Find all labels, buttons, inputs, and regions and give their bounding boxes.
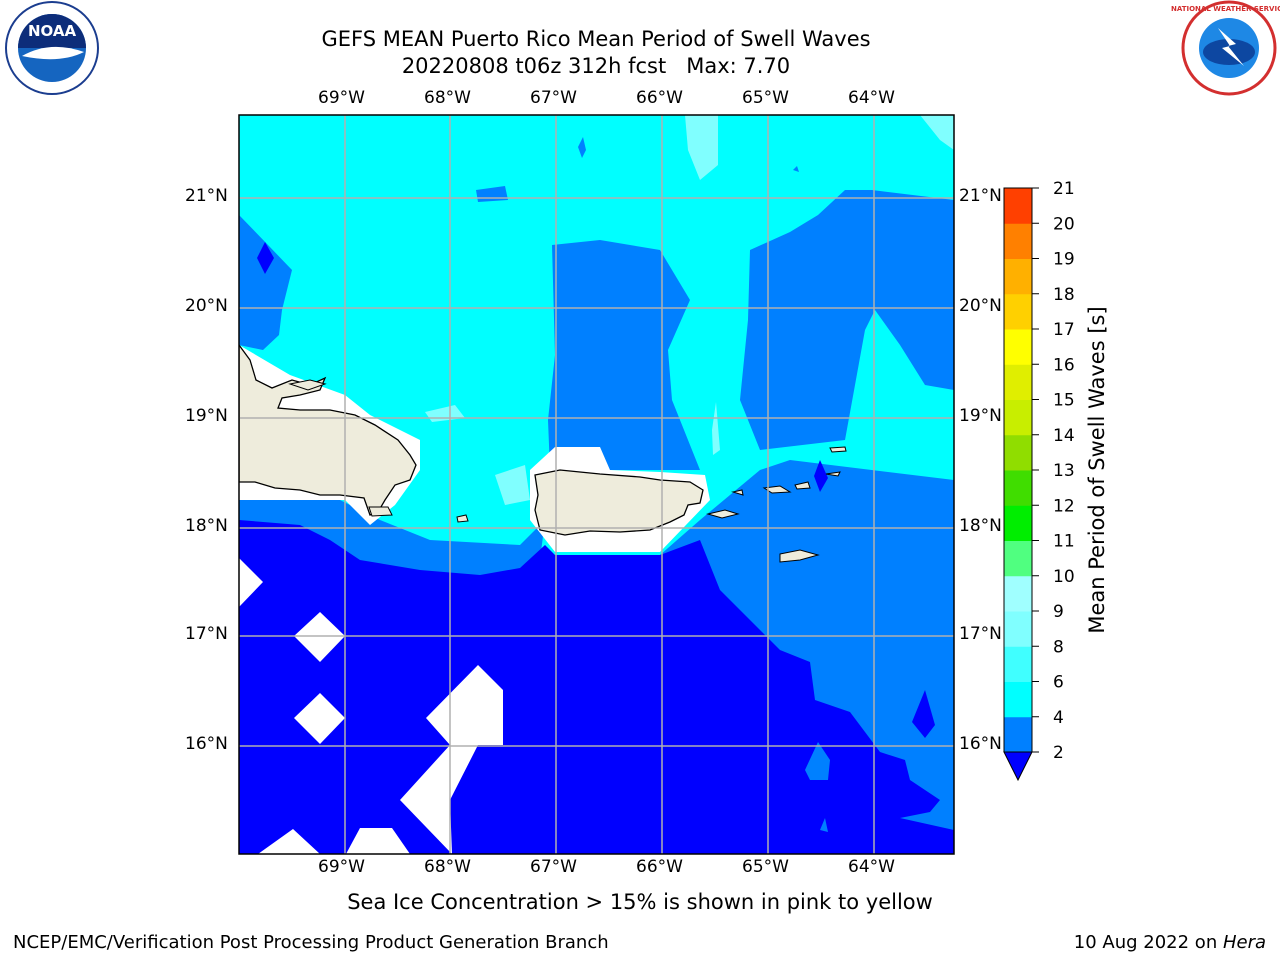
vieques-island bbox=[706, 509, 740, 519]
colorbar-segment bbox=[1004, 681, 1032, 718]
lat-label-right: 16°N bbox=[959, 734, 1002, 754]
colorbar-segment bbox=[1004, 575, 1032, 612]
swell-field-deep-east bbox=[912, 690, 935, 738]
lon-label-bottom: 68°W bbox=[424, 857, 471, 877]
colorbar-segment bbox=[1004, 293, 1032, 330]
colorbar-label: Mean Period of Swell Waves [s] bbox=[1085, 306, 1109, 634]
colorbar-segment bbox=[1004, 364, 1032, 400]
lon-label-top: 69°W bbox=[318, 88, 365, 108]
graticule bbox=[239, 115, 954, 854]
mona-island bbox=[456, 514, 469, 523]
colorbar-segment bbox=[1004, 540, 1032, 577]
colorbar-segment bbox=[1004, 716, 1032, 753]
lon-label-bottom: 67°W bbox=[530, 857, 577, 877]
lat-label-left: 19°N bbox=[185, 406, 228, 426]
puerto-rico-land bbox=[534, 469, 704, 536]
colorbar-tick-label: 10 bbox=[1053, 567, 1075, 587]
colorbar-tick-label: 6 bbox=[1053, 673, 1064, 693]
lat-label-right: 17°N bbox=[959, 624, 1002, 644]
sea-ice-note: Sea Ice Concentration > 15% is shown in … bbox=[347, 890, 933, 914]
credit-text: NCEP/EMC/Verification Post Processing Pr… bbox=[13, 932, 609, 953]
colorbar-tick-label: 13 bbox=[1053, 461, 1075, 481]
colorbar-tick-label: 8 bbox=[1053, 637, 1064, 657]
st-croix-island bbox=[779, 549, 820, 563]
date-text: 10 Aug 2022 on Hera bbox=[1074, 932, 1266, 953]
lat-label-right: 19°N bbox=[959, 406, 1002, 426]
lat-label-left: 20°N bbox=[185, 296, 228, 316]
map-area bbox=[239, 115, 954, 854]
colorbar-segment bbox=[1004, 434, 1032, 471]
colorbar-tick-label: 15 bbox=[1053, 391, 1075, 411]
swell-field-pale-center bbox=[495, 465, 530, 505]
nws-logo-text: NATIONAL WEATHER SERVICE bbox=[1171, 5, 1280, 13]
lat-label-left: 21°N bbox=[185, 186, 228, 206]
nws-logo: NATIONAL WEATHER SERVICE bbox=[1171, 0, 1280, 96]
swell-field-mid-patch bbox=[805, 742, 830, 780]
noaa-logo-text: NOAA bbox=[28, 22, 77, 40]
lon-label-top: 68°W bbox=[424, 88, 471, 108]
colorbar-tick-label: 20 bbox=[1053, 214, 1075, 234]
lon-label-top: 64°W bbox=[848, 88, 895, 108]
map-title: GEFS MEAN Puerto Rico Mean Period of Swe… bbox=[321, 27, 871, 51]
lat-label-right: 21°N bbox=[959, 186, 1002, 206]
colorbar-segment bbox=[1004, 399, 1032, 436]
colorbar-tick-label: 4 bbox=[1053, 708, 1064, 728]
colorbar-segment bbox=[1004, 223, 1032, 259]
host-name: Hera bbox=[1222, 932, 1266, 953]
swell-field-pale-north bbox=[685, 115, 718, 180]
swell-field-deep-nw bbox=[257, 242, 274, 274]
colorbar: 2 4 6 8 9 10 11 12 13 14 15 16 17 18 19 20 21 bbox=[1003, 179, 1075, 782]
colorbar-segment bbox=[1004, 505, 1032, 541]
colorbar-tick-label: 16 bbox=[1053, 355, 1075, 375]
colorbar-tick-label: 19 bbox=[1053, 250, 1075, 270]
lon-label-top: 67°W bbox=[530, 88, 577, 108]
colorbar-segment bbox=[1004, 611, 1032, 647]
colorbar-tick-label: 11 bbox=[1053, 532, 1075, 552]
colorbar-segment bbox=[1004, 646, 1032, 682]
colorbar-tick-label: 14 bbox=[1053, 426, 1075, 446]
map-subtitle: 20220808 t06z 312h fcst Max: 7.70 bbox=[401, 54, 791, 78]
swell-field-mid-east bbox=[740, 190, 954, 450]
lon-label-top: 65°W bbox=[742, 88, 789, 108]
lat-label-left: 16°N bbox=[185, 734, 228, 754]
colorbar-extension bbox=[1003, 751, 1033, 782]
lat-label-right: 20°N bbox=[959, 296, 1002, 316]
colorbar-segment bbox=[1004, 188, 1032, 224]
lon-label-bottom: 66°W bbox=[636, 857, 683, 877]
saona-island bbox=[368, 506, 393, 517]
swell-field-deep-south bbox=[239, 520, 954, 854]
map-frame bbox=[238, 114, 955, 855]
colorbar-segment bbox=[1004, 329, 1032, 365]
colorbar-tick-label: 17 bbox=[1053, 320, 1075, 340]
lat-label-right: 18°N bbox=[959, 516, 1002, 536]
colorbar-tick-label: 2 bbox=[1053, 743, 1064, 763]
swell-field-pale-ne bbox=[920, 115, 954, 150]
lon-label-bottom: 69°W bbox=[318, 857, 365, 877]
colorbar-tick-label: 21 bbox=[1053, 179, 1075, 199]
lat-label-left: 17°N bbox=[185, 624, 228, 644]
colorbar-tick-label: 9 bbox=[1053, 602, 1064, 622]
date-value: 10 Aug 2022 on bbox=[1073, 932, 1223, 953]
noaa-logo: NOAA bbox=[5, 1, 99, 95]
colorbar-tick-label: 18 bbox=[1053, 285, 1075, 305]
swell-field-mid-nw bbox=[239, 215, 292, 350]
lon-label-top: 66°W bbox=[636, 88, 683, 108]
lon-label-bottom: 64°W bbox=[848, 857, 895, 877]
colorbar-tick-label: 12 bbox=[1053, 496, 1075, 516]
lat-label-left: 18°N bbox=[185, 516, 228, 536]
lon-label-bottom: 65°W bbox=[742, 857, 789, 877]
virgin-islands bbox=[762, 485, 792, 494]
colorbar-segment bbox=[1004, 258, 1032, 295]
colorbar-segment bbox=[1004, 470, 1032, 506]
